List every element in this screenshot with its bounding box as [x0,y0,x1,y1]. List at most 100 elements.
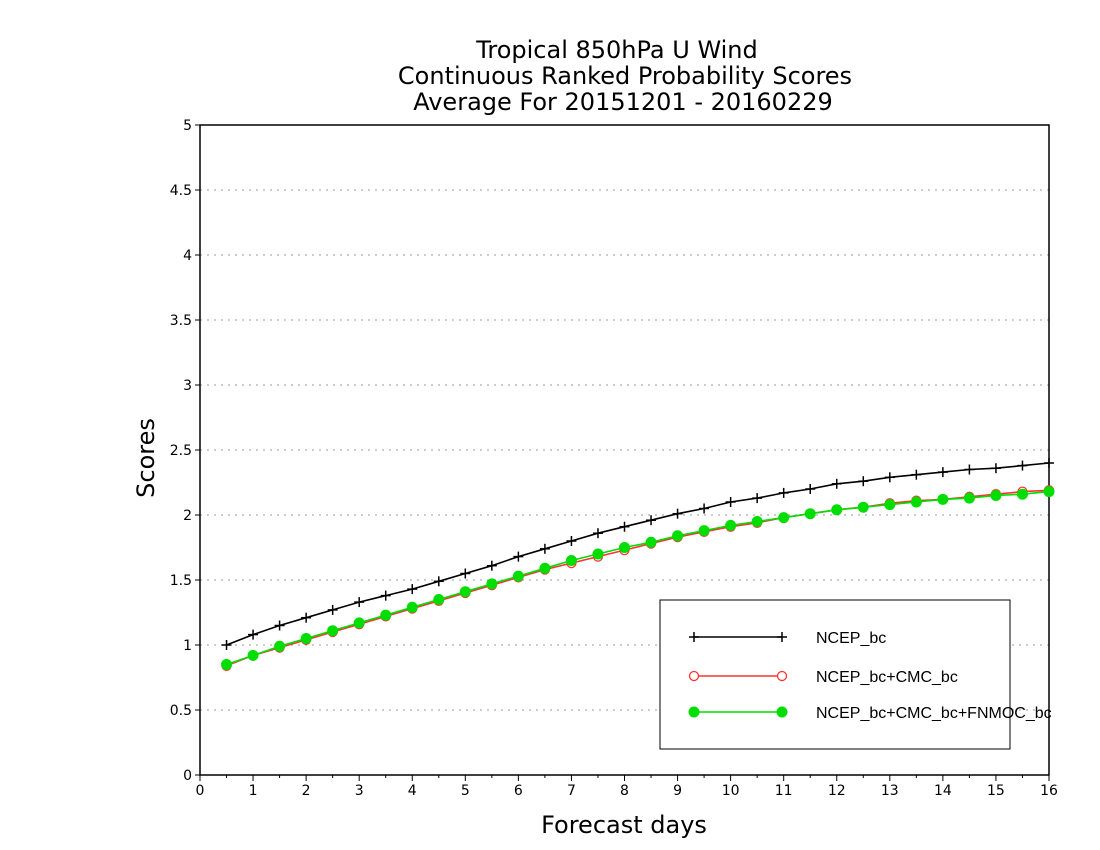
data-point [539,543,550,554]
data-point [964,464,975,475]
legend-marker [777,632,787,642]
data-point [539,562,551,574]
data-point [990,463,1001,474]
series-2 [221,486,1055,670]
data-point [1043,486,1055,498]
y-tick-label: 5 [183,118,192,134]
data-point [354,597,365,608]
data-point [380,609,392,621]
x-tick-label: 15 [987,783,1005,799]
x-tick-label: 1 [249,783,258,799]
data-point [619,542,630,553]
data-point [725,519,737,531]
data-point [990,490,1002,501]
y-tick-label: 3.5 [170,313,192,329]
data-point [831,504,843,516]
y-tick-label: 2.5 [170,443,192,459]
data-point [566,536,577,546]
data-point [459,586,471,598]
x-tick-label: 7 [567,783,576,799]
x-tick-label: 3 [355,783,364,799]
x-tick-label: 12 [828,783,846,799]
y-tick-label: 1.5 [170,573,192,589]
data-point [274,620,285,631]
data-point [513,551,524,562]
x-tick-label: 10 [722,783,740,799]
x-tick-label: 5 [461,783,470,799]
data-point [565,555,577,566]
legend-marker [776,670,788,682]
data-point [221,640,232,650]
data-point [592,548,604,560]
data-point [963,492,975,504]
data-point [778,512,790,524]
y-axis-label: Scores [132,418,160,498]
data-point [672,530,684,542]
legend-box [659,599,1011,750]
data-point [486,560,497,571]
data-point [645,536,657,548]
x-tick-label: 16 [1040,783,1058,799]
data-point [858,476,869,487]
data-point [910,496,922,508]
data-point [301,612,312,623]
data-point [698,525,710,537]
data-point [831,478,842,489]
legend-marker [688,670,700,682]
data-point [247,649,259,661]
data-point [327,625,339,637]
legend-label: NCEP_bc+CMC_bc+FNMOC_bc [816,705,1052,722]
title-line-2: Continuous Ranked Probability Scores [398,62,852,90]
x-tick-label: 6 [514,783,523,799]
x-tick-label: 11 [775,783,793,799]
legend-items: NCEP_bc NCEP_bc+CMC_bc NCEP_bc+CMC_bc+FNMO… [688,630,1052,722]
data-point [406,601,418,613]
data-point [699,503,710,514]
data-point [1016,488,1028,500]
legend-marker [688,706,700,718]
data-point [884,472,895,483]
x-tick-label: 2 [302,783,311,799]
series-0 [221,458,1054,650]
y-axis: 0 0.5 1 1.5 2 2.5 3 3.5 4 4.5 5 [170,118,200,784]
y-tick-label: 4 [183,248,192,264]
data-point [857,501,869,513]
y-tick-label: 0 [183,768,192,784]
data-point [433,576,444,587]
data-point [433,594,445,605]
data-point [1017,460,1028,471]
data-point [752,493,763,504]
legend-item-0: NCEP_bc [689,630,886,647]
series-layer [221,458,1055,671]
legend: NCEP_bc NCEP_bc+CMC_bc NCEP_bc+CMC_bc+FNMO… [659,599,1052,750]
x-tick-label: 0 [196,783,205,799]
data-point [221,659,233,670]
data-point [300,633,312,644]
y-tick-label: 0.5 [170,703,192,719]
data-point [274,640,286,652]
data-point [327,604,338,615]
y-tick-label: 4.5 [170,183,192,199]
x-tick-label: 9 [673,783,682,799]
data-point [751,516,763,527]
data-point [353,617,365,629]
title-line-1: Tropical 850hPa U Wind [475,36,758,64]
legend-marker [689,632,699,642]
data-point [937,467,948,478]
data-point [884,499,896,511]
data-point [460,568,471,579]
y-tick-label: 2 [183,508,192,524]
x-axis-label: Forecast days [541,811,707,839]
x-tick-label: 13 [881,783,899,799]
legend-label: NCEP_bc+CMC_bc [816,669,958,686]
x-tick-label: 8 [620,783,629,799]
x-tick-label: 4 [408,783,417,799]
data-point [672,508,683,519]
data-point [248,629,259,640]
data-point [512,570,524,582]
legend-item-2: NCEP_bc+CMC_bc+FNMOC_bc [688,705,1052,722]
x-tick-label: 14 [934,783,952,799]
data-point [646,515,657,526]
data-point [486,578,498,590]
